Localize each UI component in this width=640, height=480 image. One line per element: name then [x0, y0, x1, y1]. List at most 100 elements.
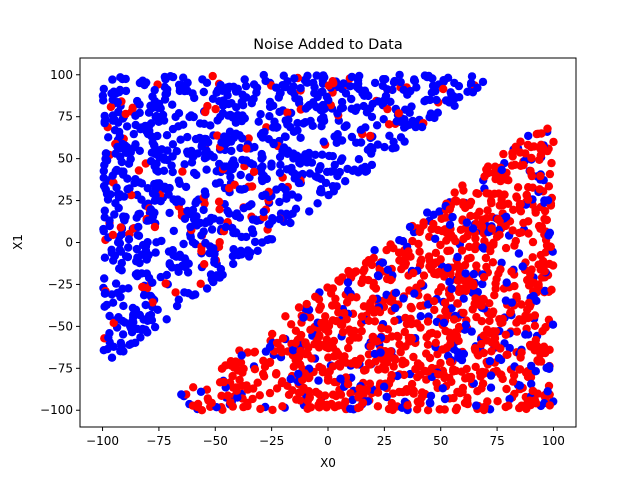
scatter-point	[119, 301, 128, 311]
scatter-point	[526, 142, 536, 152]
scatter-point	[162, 131, 172, 140]
scatter-point	[394, 109, 403, 118]
scatter-point	[485, 299, 494, 308]
scatter-point	[524, 183, 533, 192]
x-tick-label: −50	[203, 434, 228, 448]
scatter-point	[457, 246, 467, 255]
scatter-point	[357, 326, 366, 336]
scatter-point	[378, 99, 388, 108]
scatter-point	[128, 303, 138, 313]
scatter-point	[299, 313, 308, 322]
scatter-point	[110, 251, 120, 260]
scatter-point	[333, 349, 343, 358]
scatter-point	[423, 406, 433, 415]
scatter-point	[295, 360, 305, 369]
scatter-point	[448, 212, 457, 222]
scatter-point	[102, 300, 112, 310]
y-tick-label: −75	[48, 361, 73, 375]
scatter-point	[489, 240, 498, 249]
scatter-point	[275, 197, 284, 207]
scatter-point	[109, 342, 118, 351]
scatter-point	[491, 327, 500, 336]
scatter-point	[451, 405, 461, 415]
scatter-point	[472, 189, 481, 198]
scatter-point	[454, 322, 464, 332]
scatter-point	[341, 89, 351, 98]
scatter-point	[338, 355, 347, 364]
scatter-point	[207, 398, 216, 408]
scatter-point	[529, 278, 539, 288]
scatter-point	[441, 306, 450, 316]
scatter-point	[549, 137, 558, 147]
scatter-point	[431, 338, 440, 347]
scatter-point	[148, 298, 157, 307]
scatter-point	[479, 273, 489, 282]
scatter-point	[289, 362, 298, 371]
scatter-point	[281, 185, 290, 194]
scatter-point	[472, 211, 481, 221]
scatter-point	[525, 396, 534, 405]
points-layer	[98, 70, 558, 415]
scatter-point	[516, 353, 525, 362]
scatter-point	[340, 122, 349, 132]
scatter-point	[199, 227, 208, 236]
scatter-point	[196, 279, 205, 288]
scatter-point	[300, 369, 309, 378]
scatter-point	[225, 127, 235, 136]
scatter-point	[152, 238, 161, 247]
scatter-point	[236, 143, 245, 153]
scatter-point	[440, 394, 450, 404]
scatter-point	[99, 346, 109, 355]
scatter-point	[459, 201, 468, 210]
scatter-point	[265, 388, 275, 398]
scatter-point	[540, 267, 549, 276]
scatter-point	[223, 83, 232, 92]
scatter-point	[400, 327, 409, 337]
scatter-point	[378, 258, 388, 267]
scatter-point	[313, 199, 322, 208]
scatter-point	[450, 78, 459, 88]
scatter-point	[150, 141, 159, 150]
scatter-point	[548, 261, 558, 270]
scatter-point	[454, 336, 463, 345]
scatter-point	[396, 77, 405, 87]
scatter-point	[111, 149, 120, 158]
scatter-point	[249, 229, 258, 238]
scatter-point	[449, 315, 459, 324]
scatter-point	[315, 397, 325, 406]
scatter-point	[395, 70, 404, 80]
scatter-point	[291, 204, 301, 213]
scatter-point	[121, 109, 130, 119]
scatter-point	[545, 169, 555, 179]
scatter-point	[471, 294, 480, 303]
scatter-point	[190, 220, 200, 229]
scatter-point	[168, 167, 177, 177]
scatter-point	[250, 347, 260, 356]
scatter-point	[199, 205, 208, 215]
scatter-point	[383, 325, 393, 334]
scatter-point	[407, 334, 416, 343]
scatter-point	[438, 345, 447, 354]
scatter-point	[355, 384, 364, 393]
scatter-point	[347, 72, 357, 82]
scatter-point	[460, 276, 469, 285]
scatter-point	[451, 237, 460, 246]
scatter-point	[231, 118, 241, 127]
scatter-point	[286, 218, 295, 228]
scatter-point	[325, 367, 334, 376]
scatter-point	[117, 258, 127, 268]
scatter-point	[454, 287, 464, 297]
scatter-point	[171, 288, 180, 297]
scatter-point	[540, 214, 549, 224]
scatter-point	[451, 196, 461, 205]
scatter-point	[496, 344, 505, 353]
scatter-point	[189, 383, 198, 392]
x-tick-label: −100	[86, 434, 119, 448]
scatter-point	[117, 266, 126, 275]
scatter-point	[216, 112, 225, 122]
scatter-point	[336, 374, 345, 383]
scatter-point	[248, 394, 257, 404]
scatter-point	[365, 379, 375, 388]
scatter-point	[136, 333, 145, 342]
scatter-point	[487, 347, 496, 356]
